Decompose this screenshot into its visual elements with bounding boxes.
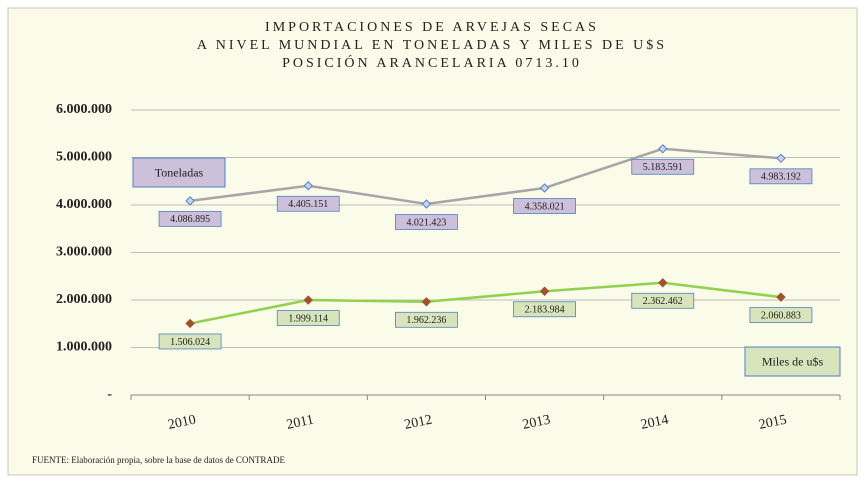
chart-background — [7, 7, 858, 476]
value-label: 2.362.462 — [643, 296, 683, 307]
y-tick-label: 3.000.000 — [56, 245, 112, 260]
y-tick-label: 4.000.000 — [56, 197, 112, 212]
value-label-box — [631, 292, 695, 309]
value-label: 2.060.883 — [761, 310, 801, 321]
marker — [658, 144, 668, 154]
marker — [539, 286, 550, 296]
value-label: 4.405.151 — [288, 199, 328, 210]
x-tick-label: 2013 — [521, 412, 552, 432]
value-label: 4.021.423 — [406, 217, 446, 228]
series-line — [189, 147, 782, 206]
marker — [303, 295, 313, 305]
marker — [421, 297, 432, 307]
value-label-box — [749, 307, 813, 324]
y-tick-label: 1.000.000 — [56, 340, 112, 355]
marker — [303, 181, 313, 191]
legend-label: Toneladas — [155, 165, 204, 179]
value-label: 4.983.192 — [761, 172, 801, 183]
x-tick-label: 2014 — [639, 412, 670, 432]
marker — [539, 183, 550, 193]
value-label: 1.506.024 — [170, 337, 210, 348]
x-tick-label: 2011 — [285, 413, 315, 433]
value-label-box — [513, 198, 576, 214]
value-label-box — [749, 168, 813, 185]
value-label: 4.086.895 — [170, 214, 210, 225]
value-label-box — [513, 301, 576, 318]
value-label-box — [158, 210, 222, 227]
y-tick-label: 2.000.000 — [56, 292, 112, 307]
x-tick-label: 2010 — [167, 412, 198, 432]
chart-title: A NIVEL MUNDIAL EN TONELADAS Y MILES DE … — [197, 38, 667, 53]
value-label: 1.999.114 — [288, 313, 328, 324]
chart-title: IMPORTACIONES DE ARVEJAS SECAS — [265, 20, 599, 35]
x-tick-label: 2012 — [403, 412, 434, 432]
chart-title: POSICIÓN ARANCELARIA 0713.10 — [282, 54, 582, 71]
legend-box — [744, 346, 841, 377]
value-label: 4.358.021 — [525, 201, 565, 212]
y-tick-label: 6.000.000 — [56, 102, 112, 117]
marker — [776, 292, 786, 302]
marker — [185, 196, 195, 206]
value-label-box — [395, 214, 458, 230]
value-label: 2.183.984 — [525, 305, 565, 316]
series-line — [189, 281, 782, 325]
y-tick-label: - — [107, 387, 112, 402]
value-label-box — [276, 195, 340, 212]
x-tick-label: 2015 — [758, 412, 789, 432]
value-label: 1.962.236 — [406, 315, 446, 326]
y-tick-label: 5.000.000 — [56, 150, 112, 165]
value-label-box — [395, 311, 458, 328]
marker — [421, 199, 432, 209]
marker — [185, 318, 195, 329]
value-label-box — [158, 333, 222, 350]
value-label: 5.183.591 — [643, 162, 683, 173]
legend-label: Miles de u$s — [762, 354, 824, 368]
legend-box — [132, 157, 226, 188]
value-label-box — [276, 310, 340, 326]
source-note: FUENTE: Elaboración propia, sobre la bas… — [32, 455, 285, 465]
value-label-box — [631, 158, 695, 175]
marker — [658, 278, 668, 288]
marker — [776, 153, 786, 164]
